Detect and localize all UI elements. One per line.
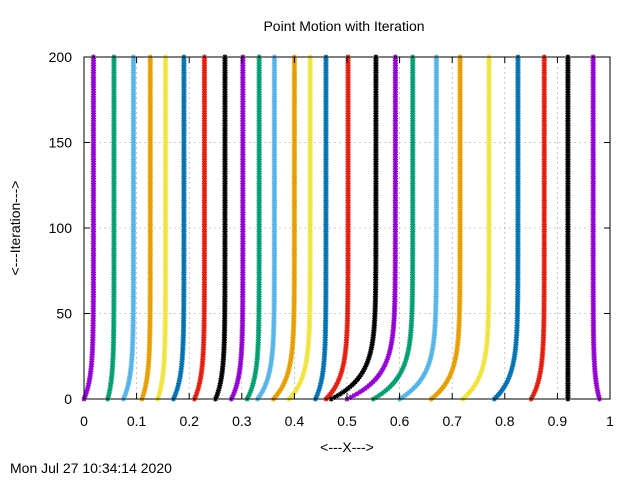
series-18-points [397,54,440,402]
series-18 [397,54,440,402]
series-21-points [491,54,521,402]
y-tick-label: 150 [49,135,73,151]
series-23 [565,54,571,402]
series-22-points [528,54,547,402]
series-2-points [120,54,137,402]
x-axis-label: <---X---> [320,439,374,455]
x-tick-label: 0.9 [548,413,568,429]
x-tick-label: 0.6 [390,413,410,429]
x-tick-label: 0.2 [179,413,199,429]
series-9-points [244,54,262,402]
series-4-points [155,54,169,402]
series-5 [170,54,187,402]
series-8-points [228,54,246,402]
series-5-points [170,54,187,402]
series-2 [120,54,137,402]
y-tick-label: 0 [64,391,72,407]
x-tick-label: 0.8 [495,413,515,429]
x-tick-label: 0.1 [127,413,147,429]
y-tick-label: 100 [49,220,73,236]
y-tick-label: 200 [49,49,73,65]
series-23-points [565,54,571,402]
series-8 [228,54,246,402]
y-tick-label: 50 [56,306,72,322]
series-22 [528,54,547,402]
y-axis-label: <---Iteration---> [7,181,23,276]
timestamp: Mon Jul 27 10:34:14 2020 [10,460,172,476]
x-tick-label: 0.3 [232,413,252,429]
x-tick-label: 0.5 [337,413,357,429]
series-3 [139,54,153,402]
x-tick-label: 0.7 [442,413,462,429]
series-3-points [139,54,153,402]
x-tick-label: 1 [606,413,614,429]
series-21 [491,54,521,402]
series-4 [155,54,169,402]
series-15 [328,54,379,402]
x-tick-label: 0 [80,413,88,429]
chart-title: Point Motion with Iteration [263,18,425,34]
series-15-points [328,54,379,402]
x-tick-label: 0.4 [285,413,305,429]
series-9 [244,54,262,402]
